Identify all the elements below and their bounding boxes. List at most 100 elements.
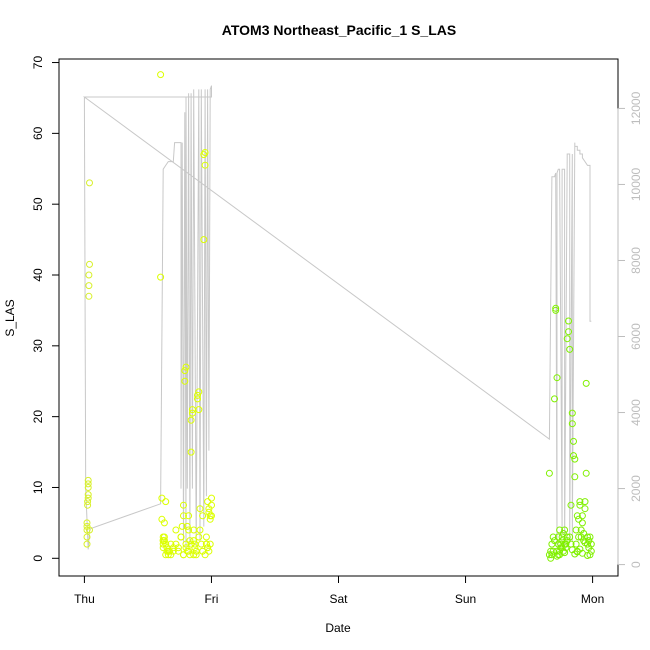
data-point — [157, 71, 165, 79]
y2-axis: 0 2000 4000 6000 8000 10000 12000 — [617, 91, 643, 568]
data-point — [164, 551, 172, 559]
data-point — [545, 551, 553, 559]
data-point — [187, 416, 195, 424]
y-tick-label: 70 — [31, 56, 45, 70]
data-point — [568, 409, 576, 417]
data-point — [573, 512, 581, 520]
x-axis-label: Date — [325, 621, 351, 635]
data-point — [558, 533, 566, 541]
data-point — [181, 377, 189, 385]
data-point — [178, 522, 186, 530]
data-point — [85, 282, 93, 290]
data-point — [84, 501, 92, 509]
data-point — [587, 547, 595, 555]
data-point — [182, 363, 190, 371]
y2-tick-label: 12000 — [629, 91, 643, 125]
altitude-line-layer — [82, 85, 592, 550]
y-tick-label: 20 — [31, 410, 45, 424]
data-point — [167, 540, 175, 548]
data-point — [584, 533, 591, 541]
data-point — [584, 552, 591, 559]
data-point — [186, 537, 194, 545]
data-point — [545, 469, 553, 477]
data-point — [187, 448, 195, 456]
data-point — [565, 317, 572, 325]
y2-tick-label: 4000 — [629, 399, 643, 426]
y2-tick-label: 6000 — [629, 323, 643, 350]
y-tick-label: 30 — [31, 339, 45, 353]
data-point — [199, 512, 207, 520]
data-point — [83, 526, 91, 534]
data-point — [86, 526, 93, 534]
data-point — [563, 537, 571, 545]
data-point — [578, 512, 586, 520]
data-point — [582, 379, 590, 387]
data-point — [549, 533, 557, 541]
data-point — [84, 480, 92, 488]
y-axis: 0 10 20 30 40 50 60 70 — [31, 56, 60, 562]
data-point — [86, 179, 93, 187]
data-point — [84, 494, 92, 502]
data-point — [162, 551, 170, 559]
data-point — [571, 455, 579, 463]
x-tick-label: Thu — [74, 592, 95, 606]
data-point — [208, 512, 215, 520]
data-point — [160, 533, 168, 541]
x-tick-label: Sat — [329, 592, 348, 606]
data-point — [576, 501, 584, 509]
data-point — [172, 526, 180, 534]
data-point — [83, 519, 91, 527]
y-tick-label: 50 — [31, 197, 45, 211]
data-point — [185, 512, 193, 520]
data-point — [191, 544, 199, 552]
y-axis-label: S_LAS — [3, 299, 17, 336]
data-point — [570, 452, 577, 460]
data-point — [194, 391, 201, 399]
data-point — [180, 501, 187, 509]
data-point — [201, 161, 209, 169]
data-point — [206, 515, 214, 523]
data-point — [159, 540, 167, 548]
data-point — [552, 306, 560, 314]
data-point — [578, 519, 586, 527]
data-point — [196, 505, 204, 513]
data-point — [86, 260, 93, 268]
data-point — [547, 554, 555, 562]
data-point — [561, 526, 569, 534]
data-point — [568, 420, 576, 428]
altitude-series-line — [82, 85, 592, 550]
data-point — [551, 537, 558, 545]
data-point — [567, 501, 575, 509]
chart-title: ATOM3 Northeast_Pacific_1 S_LAS — [222, 22, 456, 38]
data-point — [190, 551, 198, 559]
data-point — [559, 530, 567, 537]
data-point — [83, 533, 91, 541]
data-point — [556, 526, 564, 534]
data-point — [83, 540, 91, 548]
data-point — [183, 522, 191, 530]
y-tick-label: 60 — [31, 126, 45, 140]
data-point — [570, 437, 577, 445]
data-point — [200, 236, 208, 244]
data-point — [192, 551, 200, 559]
data-point — [586, 533, 594, 541]
data-point — [575, 515, 583, 523]
data-point — [576, 498, 584, 506]
data-point — [159, 537, 167, 545]
data-point — [562, 544, 570, 552]
plot-frame — [58, 58, 619, 577]
data-point — [204, 498, 212, 506]
data-point — [180, 551, 187, 559]
data-point — [204, 544, 212, 552]
data-point — [566, 345, 574, 353]
data-point — [581, 539, 589, 547]
y-tick-label: 40 — [31, 268, 45, 282]
data-point — [205, 547, 213, 555]
data-point — [572, 540, 580, 548]
data-point — [162, 498, 170, 506]
data-point — [157, 273, 165, 281]
x-tick-label: Fri — [204, 592, 218, 606]
data-point — [202, 533, 210, 541]
data-point — [194, 395, 201, 403]
